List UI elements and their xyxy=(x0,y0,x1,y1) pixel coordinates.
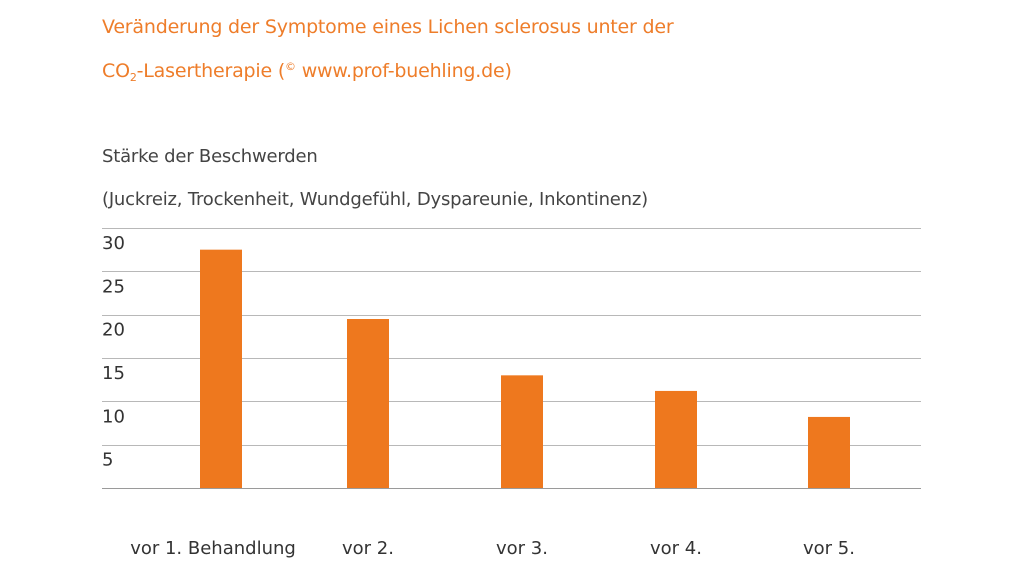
chart-title-line-2: CO2-Lasertherapie (© www.prof-buehling.d… xyxy=(102,60,512,84)
y-axis-label-line-1: Stärke der Beschwerden xyxy=(102,146,318,167)
x-category-label: vor 1. Behandlung xyxy=(130,538,296,559)
title-laser-text: -Lasertherapie ( xyxy=(136,60,286,82)
title-subscript-2: 2 xyxy=(129,71,137,84)
x-category-label: vor 5. xyxy=(803,538,855,559)
bar xyxy=(501,375,543,488)
y-axis-label-line-2: (Juckreiz, Trockenheit, Wundgefühl, Dysp… xyxy=(102,189,648,210)
y-tick-labels: 5 10 15 20 25 30 xyxy=(102,233,125,471)
copyright-symbol: © xyxy=(285,60,296,73)
bars xyxy=(200,249,850,488)
y-tick-label: 25 xyxy=(102,276,125,297)
bar xyxy=(655,390,697,488)
y-tick-label: 15 xyxy=(102,363,125,384)
title-co-text: CO xyxy=(102,60,130,82)
y-tick-label: 30 xyxy=(102,233,125,254)
bar xyxy=(347,319,389,488)
title-url-text: www.prof-buehling.de) xyxy=(295,60,512,82)
x-category-label: vor 2. xyxy=(342,538,394,559)
y-tick-label: 10 xyxy=(102,406,125,427)
y-tick-label: 5 xyxy=(102,450,113,471)
bar xyxy=(200,249,242,488)
chart-title-line-1: Veränderung der Symptome eines Lichen sc… xyxy=(102,16,674,38)
x-category-label: vor 4. xyxy=(650,538,702,559)
bar xyxy=(808,416,850,488)
x-category-labels: vor 1. Behandlung vor 2. vor 3. vor 4. vor 5… xyxy=(130,538,855,559)
y-tick-label: 20 xyxy=(102,320,125,341)
x-category-label: vor 3. xyxy=(496,538,548,559)
